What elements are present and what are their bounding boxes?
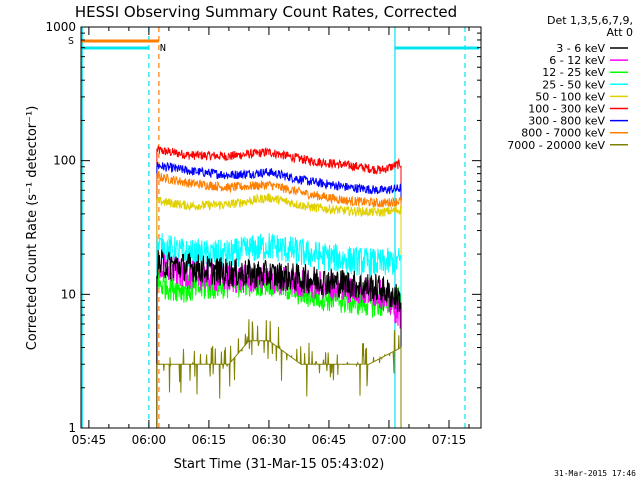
y-tick-label: 1000: [45, 20, 76, 34]
axes: 05:45 06:00 06:15 06:30 06:45 07:00 07:15 1 10 10…: [45, 20, 482, 447]
series-line-3-6-kev: [156, 249, 402, 428]
x-tick-label: 06:45: [312, 433, 347, 447]
plot-area: SN: [68, 27, 479, 428]
legend-entry: 7000 - 20000 keV: [507, 139, 605, 152]
footer-date: 31-Mar-2015 17:46: [554, 469, 636, 478]
night-flag-label: N: [160, 43, 166, 54]
x-axis-label: Start Time (31-Mar-15 05:43:02): [174, 457, 385, 472]
axes-frame: [80, 26, 482, 429]
x-tick-label: 06:30: [252, 433, 287, 447]
y-tick-label: 100: [53, 154, 76, 168]
y-tick-label: 1: [68, 421, 76, 435]
y-axis-label: Corrected Count Rate (s⁻¹ detector⁻¹): [25, 106, 40, 351]
legend-entry: 6 - 12 keV: [549, 54, 605, 67]
legend-entry: 25 - 50 keV: [542, 78, 605, 91]
x-tick-label: 07:00: [372, 433, 407, 447]
legend-header: Det 1,3,5,6,7,9,: [547, 14, 633, 27]
chart-title: HESSI Observing Summary Count Rates, Cor…: [75, 3, 457, 21]
legend-header: Att 0: [607, 26, 633, 39]
legend-entry: 800 - 7000 keV: [521, 127, 605, 140]
x-tick-label: 06:15: [192, 433, 227, 447]
series-line-100-300-kev: [156, 145, 402, 428]
series-line-7000-20000-kev: [156, 319, 402, 428]
legend-entry: 12 - 25 keV: [542, 66, 605, 79]
y-tick-label: 10: [61, 287, 76, 301]
x-tick-label: 06:00: [132, 433, 167, 447]
series-line-50-100-kev: [156, 192, 402, 428]
x-tick-label: 05:45: [72, 433, 107, 447]
legend-entry: 100 - 300 keV: [528, 103, 605, 116]
series-line-300-800-kev: [156, 161, 402, 428]
legend-entry: 300 - 800 keV: [528, 115, 605, 128]
saa-flag-label: S: [68, 36, 74, 47]
legend-entry: 50 - 100 keV: [535, 90, 605, 103]
series-line-12-25-kev: [156, 268, 402, 428]
legend-entry: 3 - 6 keV: [556, 42, 605, 55]
x-tick-label: 07:15: [432, 433, 467, 447]
series-line-800-7000-kev: [156, 171, 402, 428]
